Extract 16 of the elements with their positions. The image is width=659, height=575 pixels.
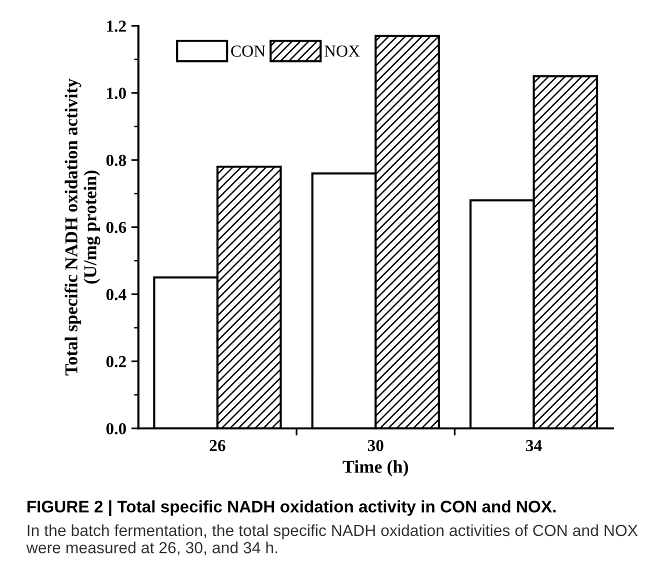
y-tick-label: 0.8 bbox=[106, 154, 126, 166]
y-tick-label: 0.0 bbox=[106, 423, 126, 434]
legend-label: NOX bbox=[324, 46, 360, 57]
x-tick-label: 30 bbox=[368, 440, 384, 452]
y-tick-label: 0.2 bbox=[106, 356, 126, 368]
y-tick-label: 1.2 bbox=[107, 20, 126, 32]
text: In the batch fermentation, the total specific NADH oxidation activities of CON and NOX were measured at 26, 30, and 34 h. bbox=[26, 524, 638, 556]
x-axis-title: Time (h) bbox=[342, 460, 408, 477]
x-tick-label: 26 bbox=[210, 440, 226, 452]
y-axis-title: Total specific NADH oxidation activity (U/mg protein) bbox=[64, 78, 100, 376]
y-tick-label: 1.0 bbox=[107, 88, 126, 99]
x-tick-label: 34 bbox=[526, 440, 542, 452]
text: FIGURE 2 | Total specific NADH oxidation activity in CON and NOX. bbox=[27, 500, 556, 516]
y-tick-label: 0.6 bbox=[106, 222, 126, 234]
legend-label: CON bbox=[231, 46, 266, 57]
y-tick-label: 0.4 bbox=[106, 288, 126, 300]
